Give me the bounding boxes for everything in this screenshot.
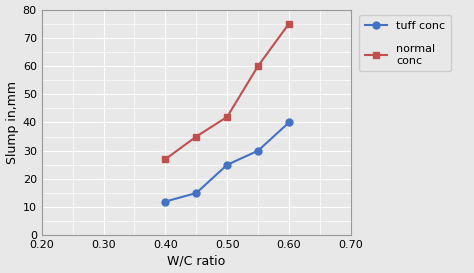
tuff conc (163, 200, 168, 203)
normal
conc (163, 158, 168, 161)
tuff conc (255, 149, 261, 152)
Line: normal
conc: normal conc (162, 20, 292, 163)
tuff conc (224, 163, 230, 167)
normal
conc (193, 135, 199, 138)
Y-axis label: Slump in,mm: Slump in,mm (6, 81, 18, 164)
tuff conc (193, 191, 199, 195)
X-axis label: W/C ratio: W/C ratio (167, 254, 225, 268)
normal
conc (224, 115, 230, 118)
tuff conc (286, 121, 292, 124)
normal
conc (286, 22, 292, 25)
normal
conc (255, 64, 261, 68)
Line: tuff conc: tuff conc (162, 119, 292, 205)
Legend: tuff conc, normal
conc: tuff conc, normal conc (359, 15, 451, 71)
